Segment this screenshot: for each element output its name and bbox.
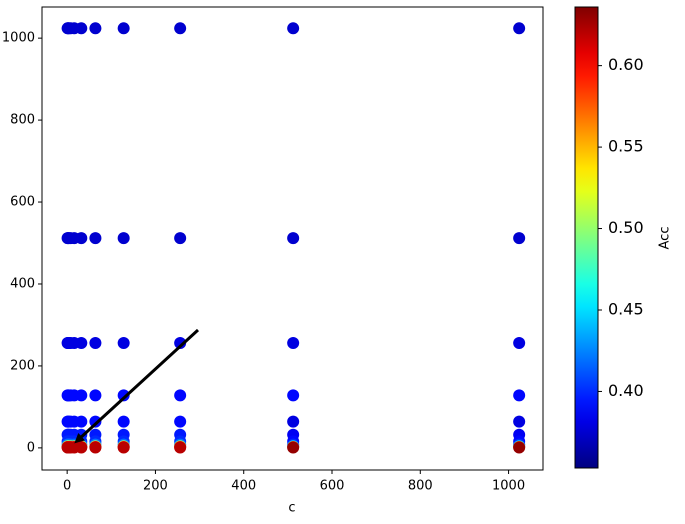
y-tick-label: 400 — [10, 276, 35, 291]
y-tick-label: 800 — [10, 113, 35, 128]
colorbar-tick-label: 0.60 — [608, 55, 644, 74]
y-tick-label: 0 — [27, 440, 35, 455]
scatter-point — [174, 441, 187, 454]
scatter-point — [89, 232, 102, 245]
x-tick-label: 800 — [408, 479, 433, 494]
scatter-point — [513, 415, 526, 428]
scatter-point — [287, 415, 300, 428]
scatter-point — [287, 389, 300, 402]
scatter-point — [287, 441, 300, 454]
scatter-point — [513, 441, 526, 454]
y-tick-label: 600 — [10, 195, 35, 210]
scatter-point — [287, 336, 300, 349]
scatter-point — [513, 232, 526, 245]
colorbar-tick-label: 0.55 — [608, 137, 644, 156]
scatter-point — [75, 415, 88, 428]
scatter-point — [75, 441, 88, 454]
scatter-point — [75, 389, 88, 402]
y-tick-label: 200 — [10, 358, 35, 373]
x-tick-label: 400 — [231, 479, 256, 494]
scatter-point — [117, 232, 130, 245]
scatter-point — [89, 441, 102, 454]
scatter-point — [174, 336, 187, 349]
scatter-point — [174, 389, 187, 402]
scatter-point — [513, 22, 526, 35]
scatter-point — [89, 22, 102, 35]
scatter-point — [89, 415, 102, 428]
x-tick-label: 1000 — [492, 479, 525, 494]
x-tick-label: 0 — [63, 479, 71, 494]
colorbar-tick-label: 0.40 — [608, 381, 644, 400]
annotation-arrow — [74, 328, 200, 444]
scatter-point — [117, 336, 130, 349]
x-tick-label: 200 — [143, 479, 168, 494]
scatter-point — [287, 22, 300, 35]
scatter-point — [75, 232, 88, 245]
scatter-point — [75, 22, 88, 35]
scatter-point — [117, 389, 130, 402]
scatter-point — [117, 415, 130, 428]
plot-frame — [41, 6, 544, 471]
scatter-point — [89, 389, 102, 402]
colorbar-label: Acc — [658, 227, 673, 250]
scatter-point — [75, 336, 88, 349]
scatter-point — [89, 336, 102, 349]
scatter-point — [513, 336, 526, 349]
scatter-point — [117, 441, 130, 454]
scatter-point — [174, 415, 187, 428]
scatter-point — [174, 22, 187, 35]
colorbar — [574, 6, 599, 469]
colorbar-tick-label: 0.45 — [608, 299, 644, 318]
scatter-point — [513, 389, 526, 402]
scatter-point — [174, 232, 187, 245]
scatter-point — [117, 22, 130, 35]
scatter-point — [287, 232, 300, 245]
x-axis-label: c — [288, 501, 295, 516]
x-tick-label: 600 — [320, 479, 345, 494]
y-tick-label: 1000 — [2, 31, 35, 46]
colorbar-tick-label: 0.50 — [608, 218, 644, 237]
